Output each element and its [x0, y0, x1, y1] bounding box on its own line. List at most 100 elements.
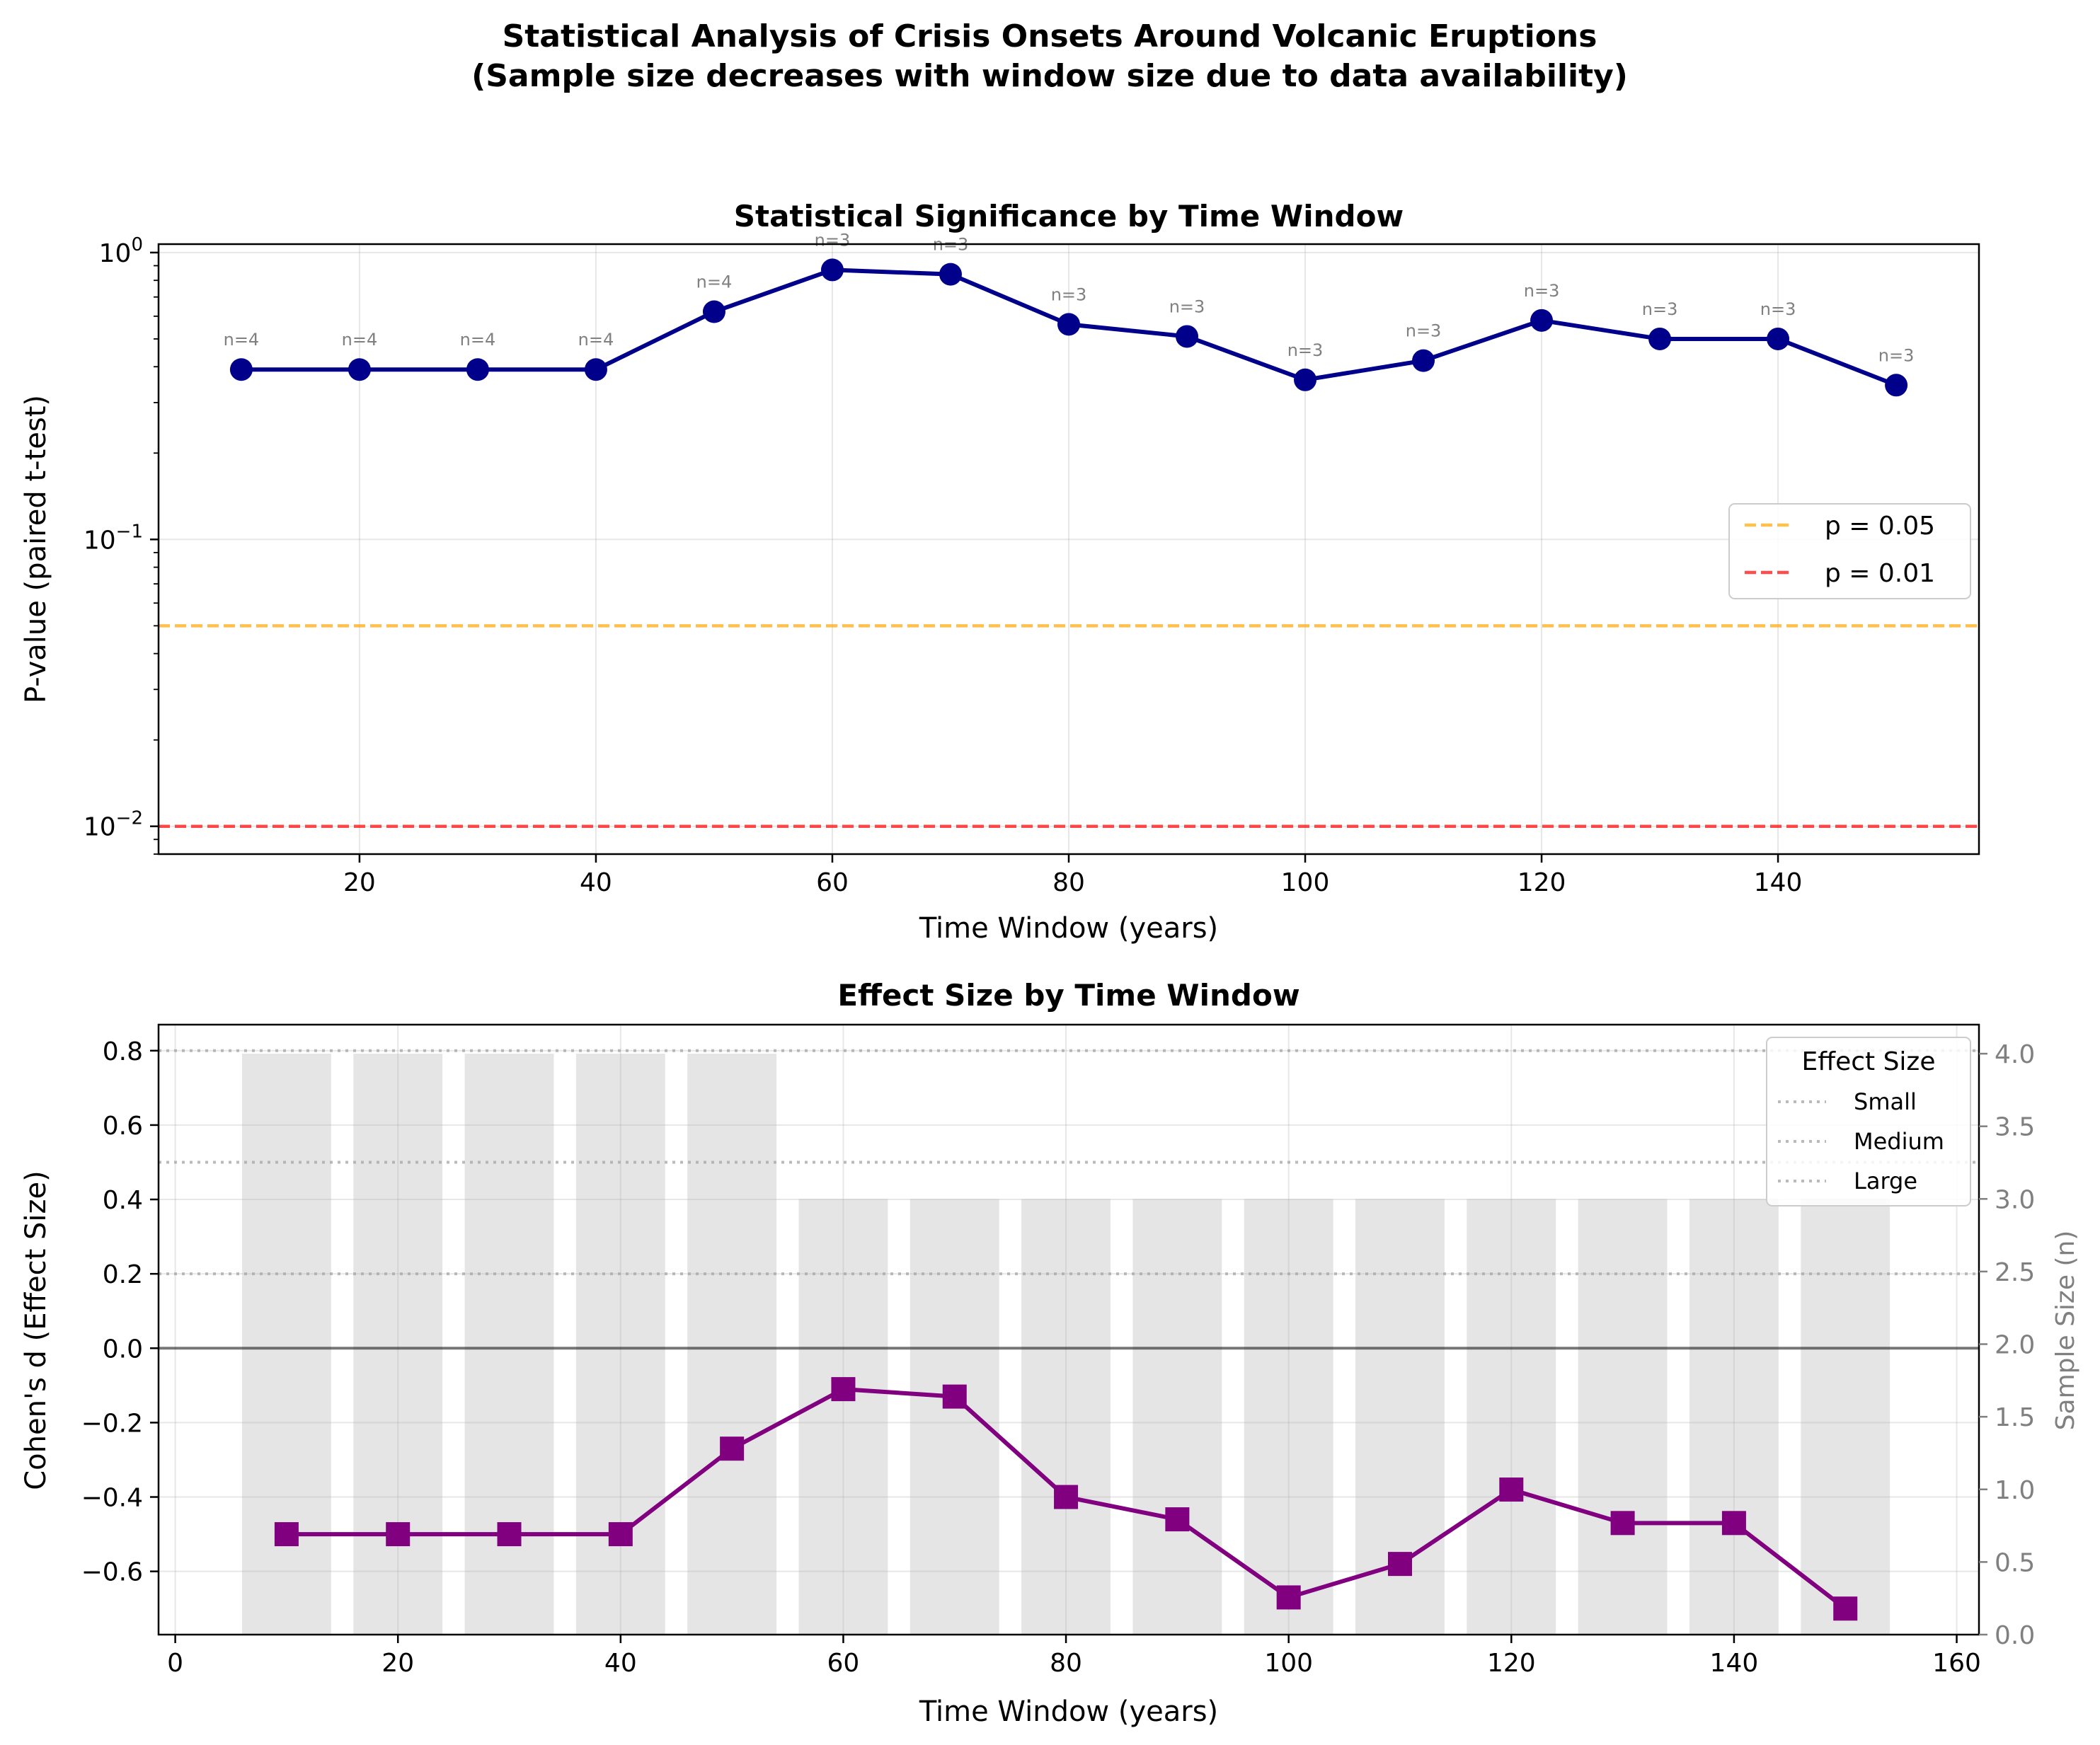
- sample-size-bar-120: [1467, 1199, 1556, 1635]
- effect-size-title: Effect Size by Time Window: [837, 978, 1299, 1013]
- effect-size-y-tick-label-6: 0.6: [103, 1112, 143, 1141]
- p-value-reference-lines: [159, 624, 1979, 828]
- legend-label-large: Large: [1854, 1168, 1917, 1194]
- sample-size-bar-150: [1801, 1199, 1890, 1635]
- effect-size-legend-box: [1766, 1037, 1971, 1206]
- effect-size-x-tick-label-40: 40: [604, 1649, 637, 1678]
- sample-size-bar-70: [910, 1199, 999, 1635]
- sample-size-y-tick-label-5: 2.5: [1995, 1258, 2035, 1287]
- p-value-point-50: [702, 300, 725, 323]
- effect-size-y-tick-label-1: −0.4: [81, 1484, 143, 1513]
- sample-annotation-60: n=3: [815, 230, 851, 250]
- effect-size-y-tick-label-3: 0.0: [103, 1335, 143, 1364]
- suptitle-line2: (Sample size decreases with window size …: [471, 58, 1628, 94]
- effect-size-point-40: [608, 1522, 633, 1547]
- p-value-y-ticks: 10−2 10−1 100: [84, 234, 159, 855]
- effect-size-x-tick-label-0: 0: [167, 1649, 183, 1678]
- sample-size-y-tick-label-0: 0.0: [1995, 1621, 2035, 1650]
- effect-size-x-tick-label-120: 120: [1487, 1649, 1536, 1678]
- sample-annotation-120: n=3: [1524, 281, 1560, 301]
- p-value-sample-annotations: n=4 n=4 n=4 n=4 n=4 n=3 n=3 n=3 n=3 n=3 n=3 n=3 n=3 n…: [224, 230, 1915, 365]
- p-value-point-90: [1176, 325, 1199, 348]
- sample-size-y-tick-label-8: 4.0: [1995, 1040, 2035, 1069]
- p-value-x-tick-label-60: 60: [816, 868, 849, 897]
- sample-size-y-tick-label-3: 1.5: [1995, 1403, 2035, 1432]
- sample-size-bar-90: [1132, 1199, 1222, 1635]
- p-value-point-20: [348, 358, 371, 381]
- sample-annotation-150: n=3: [1878, 345, 1915, 365]
- effect-size-x-tick-label-160: 160: [1932, 1649, 1981, 1678]
- p-value-x-tick-label-100: 100: [1281, 868, 1330, 897]
- effect-size-x-tick-label-100: 100: [1264, 1649, 1313, 1678]
- effect-size-point-110: [1387, 1552, 1412, 1577]
- legend-label-small: Small: [1854, 1088, 1917, 1115]
- effect-size-point-80: [1054, 1485, 1079, 1509]
- effect-size-point-150: [1833, 1596, 1858, 1621]
- effect-size-point-60: [831, 1377, 856, 1402]
- sample-annotation-110: n=3: [1406, 321, 1442, 341]
- sample-size-y-ticks: 0.0 0.5 1.0 1.5 2.0 2.5 3.0 3.5 4.0: [1979, 1040, 2035, 1650]
- legend-label-medium: Medium: [1854, 1128, 1944, 1155]
- p-value-x-tick-label-40: 40: [580, 868, 612, 897]
- sample-annotation-80: n=3: [1051, 284, 1087, 304]
- sample-size-y-tick-label-7: 3.5: [1995, 1113, 2035, 1142]
- effect-size-series: [274, 1377, 1858, 1621]
- effect-size-point-130: [1610, 1511, 1635, 1536]
- effect-size-point-30: [497, 1522, 522, 1547]
- legend-label-p005: p = 0.05: [1825, 512, 1935, 541]
- p-value-x-tick-label-20: 20: [343, 868, 376, 897]
- sample-size-bar-60: [798, 1199, 888, 1635]
- sample-size-bar-80: [1021, 1199, 1111, 1635]
- p-value-point-10: [229, 358, 253, 381]
- effect-size-panel: Effect Size by Time Window 0 20 40 60 80 100 1…: [20, 978, 2080, 1728]
- sample-size-bar-10: [241, 1054, 331, 1635]
- effect-size-point-50: [720, 1436, 745, 1461]
- effect-size-y-tick-label-5: 0.4: [103, 1186, 143, 1215]
- sample-size-bar-140: [1689, 1199, 1779, 1635]
- sample-annotation-140: n=3: [1760, 299, 1796, 319]
- effect-size-x-tick-label-60: 60: [827, 1649, 860, 1678]
- p-value-panel: Statistical Significance by Time Window …: [20, 199, 1980, 945]
- effect-size-point-20: [386, 1522, 411, 1547]
- p-value-point-60: [820, 258, 844, 282]
- p-value-x-tick-label-80: 80: [1052, 868, 1085, 897]
- sample-size-y-tick-label-6: 3.0: [1995, 1185, 2035, 1214]
- p-value-grid: [159, 244, 1979, 854]
- p-value-x-label: Time Window (years): [919, 912, 1218, 945]
- effect-size-y-tick-label-0: −0.6: [81, 1558, 143, 1587]
- sample-annotation-100: n=3: [1287, 340, 1324, 360]
- p-value-legend-box: [1728, 503, 1971, 599]
- sample-annotation-20: n=4: [342, 330, 378, 350]
- p-value-y-tick-label-1: 10−1: [84, 521, 143, 555]
- sample-size-y-tick-label-2: 1.0: [1995, 1476, 2035, 1505]
- sample-annotation-130: n=3: [1642, 299, 1678, 319]
- p-value-point-80: [1057, 313, 1080, 336]
- suptitle-line1: Statistical Analysis of Crisis Onsets Ar…: [503, 18, 1597, 54]
- sample-size-y-tick-label-4: 2.0: [1995, 1331, 2035, 1360]
- effect-size-point-100: [1276, 1585, 1301, 1610]
- effect-size-y-label: Cohen's d (Effect Size): [20, 1170, 52, 1490]
- effect-size-point-10: [274, 1522, 299, 1547]
- effect-size-x-tick-label-20: 20: [381, 1649, 414, 1678]
- sample-annotation-40: n=4: [578, 330, 614, 350]
- p-value-point-100: [1294, 368, 1317, 391]
- effect-size-x-tick-label-80: 80: [1050, 1649, 1082, 1678]
- p-value-y-tick-label-2: 100: [99, 234, 143, 268]
- p-value-x-tick-label-120: 120: [1517, 868, 1566, 897]
- p-value-point-30: [466, 358, 489, 381]
- effect-size-point-70: [942, 1384, 967, 1409]
- effect-size-legend: Effect Size Small Medium Large: [1766, 1037, 1971, 1206]
- sample-size-bar-100: [1244, 1199, 1333, 1635]
- p-value-point-130: [1648, 327, 1672, 350]
- p-value-title: Statistical Significance by Time Window: [734, 199, 1404, 234]
- effect-size-y-tick-label-2: −0.2: [81, 1409, 143, 1438]
- sample-size-y-label: Sample Size (n): [2051, 1231, 2080, 1431]
- effect-size-x-label: Time Window (years): [919, 1695, 1218, 1728]
- sample-annotation-90: n=3: [1169, 296, 1205, 316]
- p-value-point-70: [939, 263, 962, 286]
- effect-size-x-ticks: 0 20 40 60 80 100 120 140 160: [167, 1635, 1981, 1678]
- p-value-x-ticks: 20 40 60 80 100 120 140: [343, 854, 1802, 897]
- p-value-point-120: [1530, 309, 1554, 332]
